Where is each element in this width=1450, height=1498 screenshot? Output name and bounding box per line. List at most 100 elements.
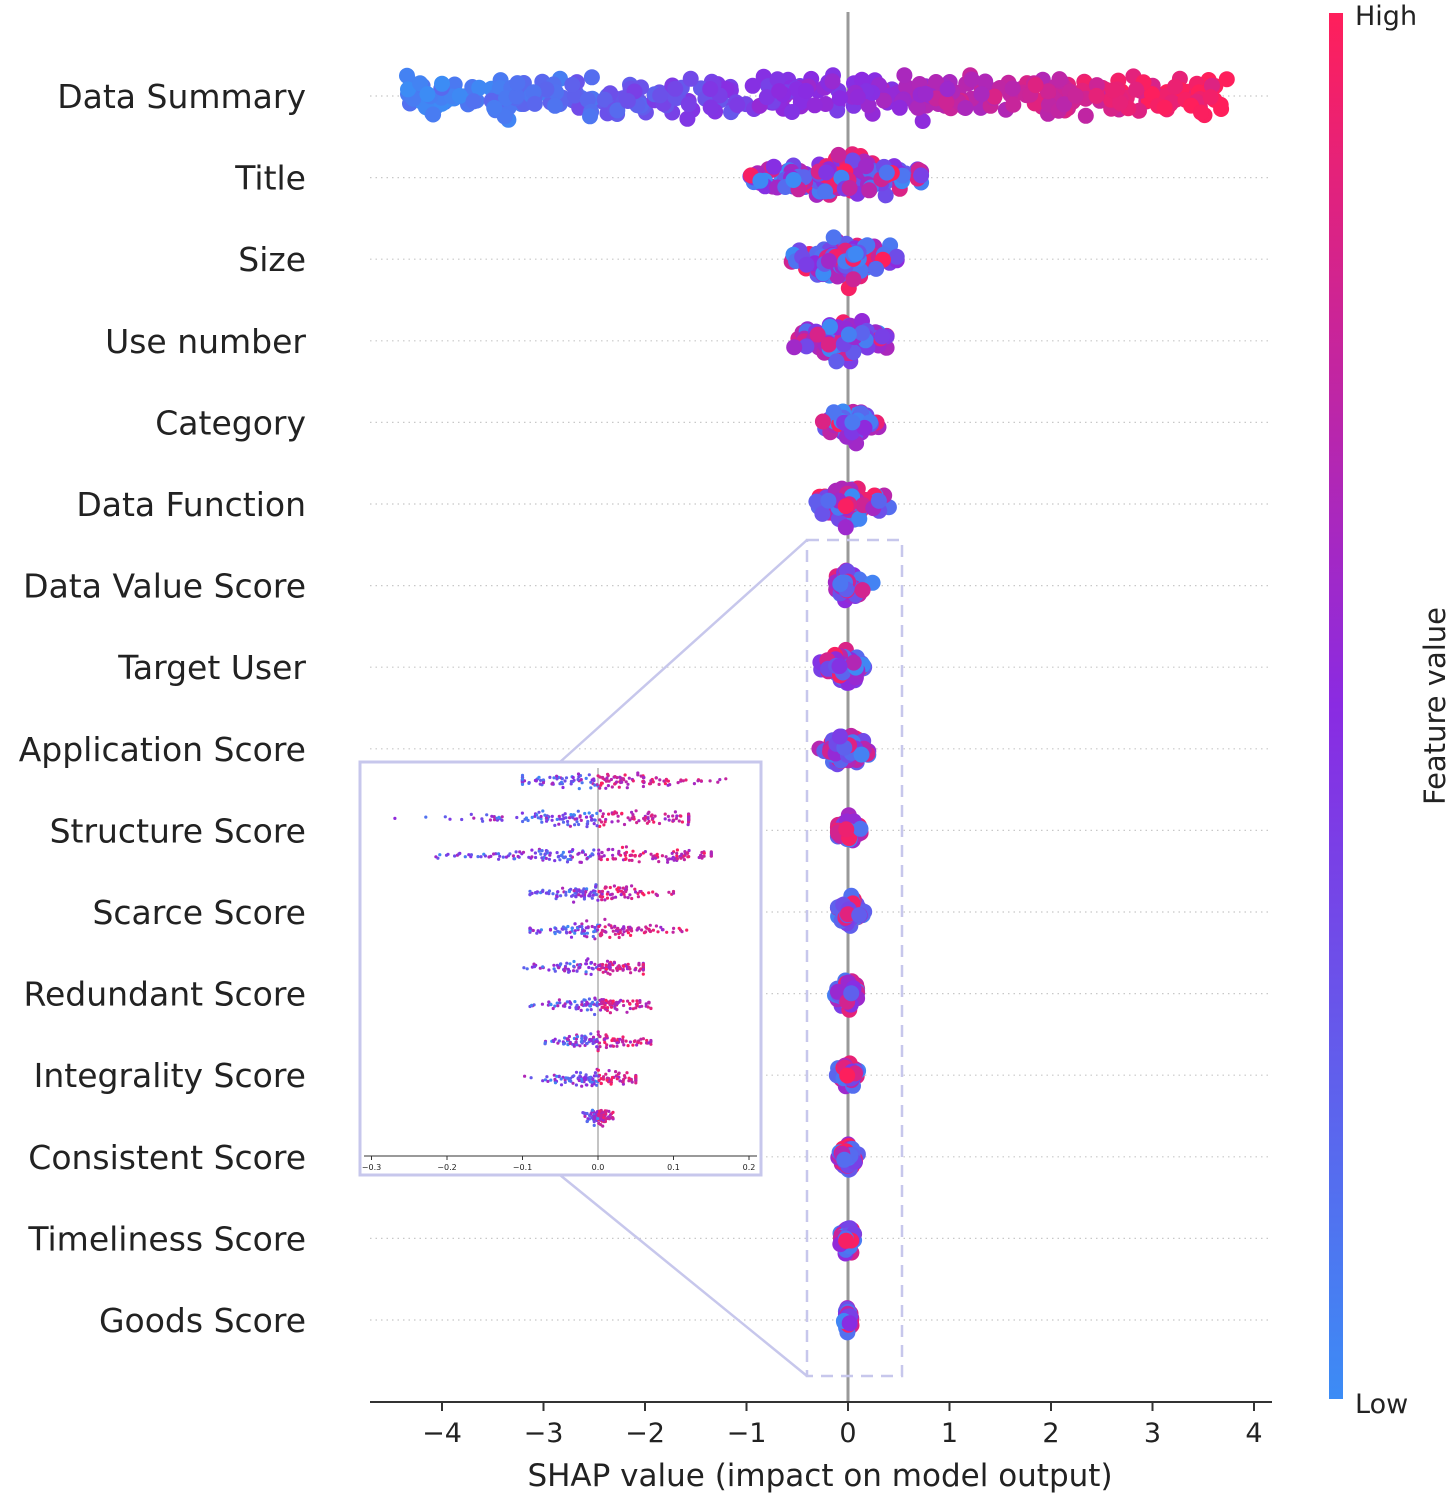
inset-point (591, 1035, 596, 1039)
inset-point (593, 1071, 598, 1075)
inset-point (584, 1073, 588, 1077)
inset-point (622, 925, 626, 929)
shap-point (854, 582, 871, 599)
inset-point (622, 1043, 626, 1047)
shap-point (1051, 71, 1068, 88)
inset-point (508, 852, 512, 856)
inset-point (584, 815, 589, 819)
shap-point (847, 245, 864, 262)
inset-point (497, 815, 501, 819)
inset-point (545, 1075, 549, 1079)
inset-point (579, 818, 583, 823)
inset-point (577, 1078, 581, 1083)
inset-point (643, 850, 648, 854)
inset-point (497, 857, 501, 861)
inset-point (596, 928, 600, 932)
inset-point (582, 887, 586, 891)
inset-point (606, 971, 610, 975)
feature-points-data-function (808, 480, 897, 536)
inset-point (598, 809, 603, 813)
inset-point (618, 775, 622, 779)
inset-point (582, 1039, 587, 1043)
inset-point (652, 820, 656, 824)
inset-point (557, 822, 561, 826)
shap-point (868, 260, 885, 277)
inset-row-points (543, 1030, 653, 1053)
inset-point (578, 1044, 582, 1048)
inset-point (626, 782, 630, 786)
feature-label: Title (234, 159, 306, 198)
inset-point (557, 854, 561, 859)
x-tick-label: −2 (625, 1418, 665, 1449)
shap-point (860, 97, 877, 114)
inset-point (610, 892, 614, 896)
inset-point (628, 1040, 633, 1044)
inset-point (630, 858, 634, 863)
inset-point (626, 1044, 630, 1048)
inset-point (646, 1005, 650, 1009)
inset-point (557, 1039, 561, 1043)
shap-point (508, 88, 525, 105)
feature-labels: Data Summary Title Size Use number Category D… (19, 77, 307, 1340)
shap-point (583, 69, 600, 86)
inset-point (569, 779, 574, 784)
inset-point (642, 775, 646, 780)
inset-point (526, 818, 530, 823)
inset-point (518, 850, 522, 854)
shap-point (843, 985, 860, 1002)
inset-point (590, 852, 594, 856)
inset-point (600, 855, 604, 859)
inset-point (597, 924, 601, 929)
inset-point (559, 962, 563, 966)
inset-point (538, 966, 542, 970)
inset-point (671, 889, 676, 894)
inset-point (676, 781, 680, 785)
inset-point (622, 892, 626, 896)
inset-point (500, 815, 504, 819)
inset-point (671, 819, 675, 823)
shap-point (838, 1232, 855, 1249)
inset-point (724, 777, 728, 781)
inset-point (555, 777, 559, 781)
inset-point (563, 812, 567, 816)
inset-point (617, 1071, 621, 1075)
inset-point (585, 1000, 589, 1004)
inset-point (585, 856, 589, 860)
inset-point (579, 1008, 583, 1013)
inset-point (541, 778, 546, 782)
feature-points-goods-score (835, 1300, 860, 1341)
inset-point (602, 1116, 606, 1120)
inset-point (667, 890, 671, 894)
inset-point (632, 1039, 637, 1044)
inset-point (634, 1081, 638, 1085)
inset-row-points (528, 917, 689, 941)
inset-point (601, 962, 605, 967)
shap-point (679, 110, 696, 127)
inset-point (556, 890, 560, 894)
inset-point (490, 814, 494, 818)
inset-point (675, 854, 679, 858)
inset-point (585, 1008, 590, 1012)
inset-point (641, 891, 645, 896)
shap-point (851, 907, 868, 924)
inset-point (621, 1080, 625, 1084)
shap-point (841, 1315, 858, 1332)
inset-point (561, 1004, 566, 1008)
inset-point (646, 812, 650, 816)
inset-point (637, 963, 641, 967)
inset-point (593, 783, 597, 787)
inset-point (534, 855, 538, 860)
inset-point (555, 894, 559, 899)
inset-point (700, 850, 704, 855)
inset-point (501, 855, 505, 859)
shap-point (419, 86, 436, 103)
inset-point (639, 1041, 643, 1045)
inset-point (520, 811, 525, 815)
inset-point (604, 786, 608, 790)
inset-point (566, 819, 570, 824)
inset-point (598, 1035, 602, 1039)
shap-point (786, 339, 803, 356)
inset-point (629, 853, 633, 857)
feature-points-category (814, 403, 887, 452)
shap-point (702, 99, 719, 116)
